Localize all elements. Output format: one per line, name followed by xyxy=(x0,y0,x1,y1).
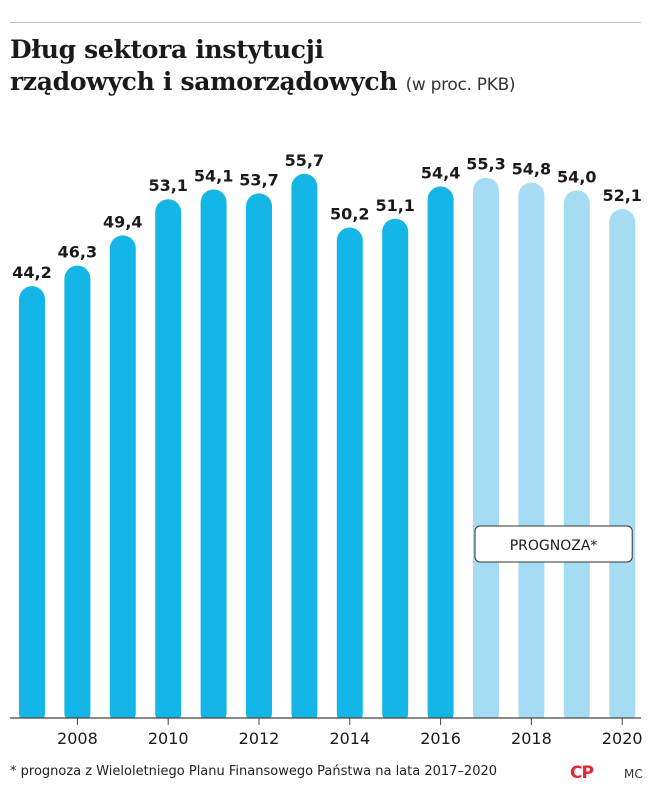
bar-2008 xyxy=(64,265,91,726)
value-label-2018: 54,8 xyxy=(512,160,551,179)
forecast-legend-box xyxy=(474,525,633,563)
bar-2011 xyxy=(200,189,227,726)
bar-2016 xyxy=(427,186,454,727)
bar-2013 xyxy=(291,173,318,726)
bar-2014 xyxy=(336,227,363,726)
x-tick-label-2008: 2008 xyxy=(57,729,98,748)
forecast-legend-label: PROGNOZA* xyxy=(510,538,598,554)
value-label-2011: 54,1 xyxy=(194,166,233,185)
value-label-2019: 54,0 xyxy=(557,167,596,186)
title-line-2: rządowych i samorządowych (w proc. PKB) xyxy=(10,66,516,101)
title-unit: (w proc. PKB) xyxy=(405,75,516,95)
bar-2018 xyxy=(518,182,545,726)
value-label-2013: 55,7 xyxy=(285,151,324,170)
x-tick-label-2014: 2014 xyxy=(329,729,370,748)
value-label-2010: 53,1 xyxy=(148,176,187,195)
x-tick-label-2016: 2016 xyxy=(420,729,461,748)
value-label-2008: 46,3 xyxy=(58,243,97,262)
bar-2020 xyxy=(609,208,636,726)
baseline-mask xyxy=(0,718,661,758)
bar-2015 xyxy=(382,218,409,727)
value-label-2016: 54,4 xyxy=(421,164,460,183)
footnote: * prognoza z Wieloletniego Planu Finanso… xyxy=(10,764,498,779)
publisher-logo: CP xyxy=(570,763,594,783)
value-label-2012: 53,7 xyxy=(239,170,278,189)
bar-2017 xyxy=(473,177,499,726)
x-tick-label-2012: 2012 xyxy=(239,729,280,748)
bar-2009 xyxy=(109,235,136,726)
value-label-2009: 49,4 xyxy=(103,212,142,231)
title-line-2-text: rządowych i samorządowych xyxy=(10,67,398,96)
value-label-2017: 55,3 xyxy=(466,155,505,174)
title-line-1: Dług sektora instytucji xyxy=(10,35,324,64)
x-tick-label-2020: 2020 xyxy=(602,729,643,748)
value-label-2014: 50,2 xyxy=(330,205,369,224)
bar-2012 xyxy=(246,193,272,726)
bar-2019 xyxy=(563,190,590,727)
x-tick-label-2018: 2018 xyxy=(511,729,552,748)
bar-2007 xyxy=(19,286,45,726)
x-tick-label-2010: 2010 xyxy=(148,729,189,748)
author-initials: MC xyxy=(624,767,643,781)
value-label-2015: 51,1 xyxy=(375,196,414,215)
value-label-2007: 44,2 xyxy=(12,263,51,282)
top-rule xyxy=(10,22,641,23)
value-label-2020: 52,1 xyxy=(602,186,641,205)
bar-2010 xyxy=(155,199,182,726)
chart-title: Dług sektora instytucji rządowych i samo… xyxy=(10,34,516,101)
